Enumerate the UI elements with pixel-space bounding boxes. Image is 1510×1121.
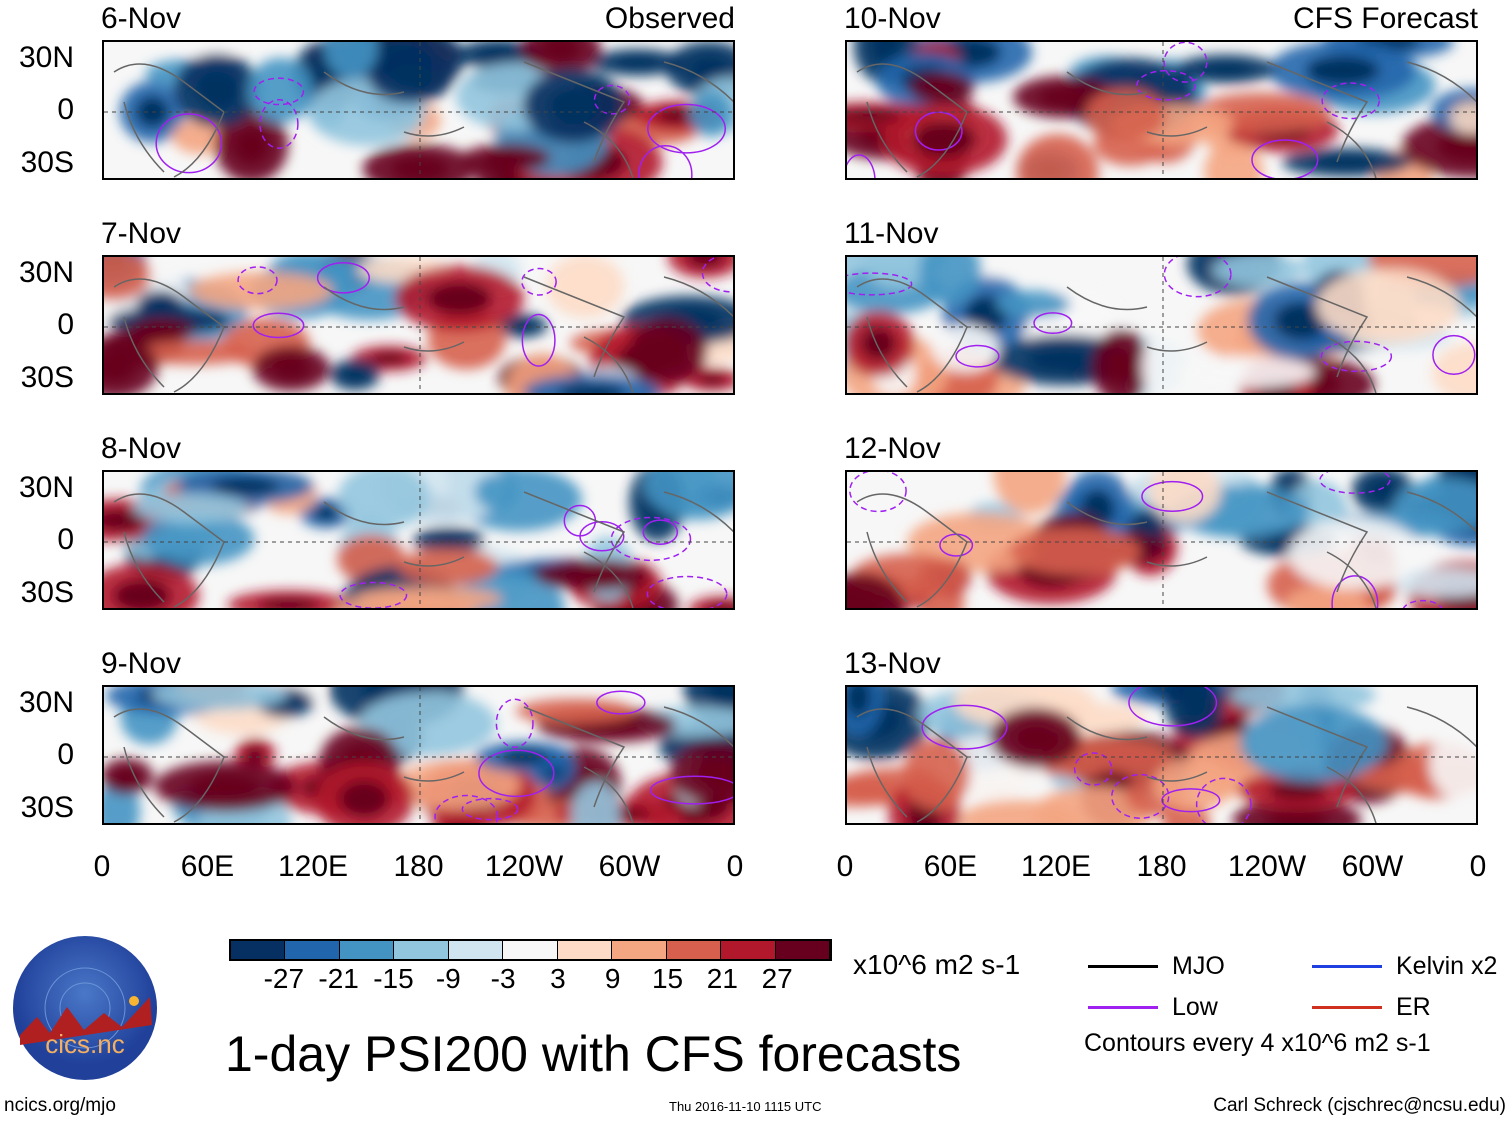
- panel-date: 12-Nov: [844, 432, 941, 465]
- colorbar-label: -21: [318, 963, 359, 994]
- colorbar-label: 27: [761, 963, 793, 994]
- colorbar-label: 3: [550, 963, 566, 994]
- lat-label: 30S: [20, 576, 74, 609]
- colorbar-label: -9: [435, 963, 461, 994]
- lat-label: 0: [57, 308, 74, 341]
- lon-label: 180: [1136, 850, 1187, 883]
- panel-date: 6-Nov: [101, 2, 182, 35]
- lon-label: 0: [726, 850, 744, 883]
- colorbar-swatch: [339, 941, 395, 959]
- lon-label: 60E: [180, 850, 235, 883]
- colorbar-swatch: [231, 941, 286, 959]
- lon-label: 0: [1469, 850, 1487, 883]
- colorbar-swatch: [721, 941, 776, 959]
- lat-label: 30N: [18, 41, 74, 74]
- colorbar-swatch: [612, 941, 667, 959]
- panel-date: 8-Nov: [101, 432, 182, 465]
- svg-text:cics.nc: cics.nc: [45, 1029, 124, 1059]
- legend-label: Kelvin x2: [1396, 952, 1498, 980]
- lon-label: 180: [393, 850, 444, 883]
- legend-line-kelvin-x2: [1312, 965, 1382, 968]
- panel-date: 13-Nov: [844, 647, 941, 680]
- map-panel: [845, 685, 1478, 825]
- lon-label: 120W: [1227, 850, 1307, 883]
- legend-line-low: [1088, 1006, 1158, 1009]
- panel-date: 7-Nov: [101, 217, 182, 250]
- lon-label: 0: [836, 850, 854, 883]
- lat-label: 0: [57, 93, 74, 126]
- colorbar-swatch: [285, 941, 340, 959]
- lat-label: 30S: [20, 146, 74, 179]
- map-panel: [102, 470, 735, 610]
- panel-date: 9-Nov: [101, 647, 182, 680]
- colorbar-units: x10^6 m2 s-1: [853, 949, 1021, 980]
- column-header: CFS Forecast: [1292, 2, 1478, 35]
- lat-label: 0: [57, 738, 74, 771]
- lon-label: 60W: [598, 850, 661, 883]
- colorbar-label: 21: [706, 963, 738, 994]
- colorbar-label: 9: [604, 963, 621, 994]
- legend-label: MJO: [1172, 952, 1225, 980]
- lon-label: 120W: [484, 850, 564, 883]
- contour-note: Contours every 4 x10^6 m2 s-1: [1084, 1029, 1431, 1057]
- cics-logo: cics.nc: [12, 935, 158, 1081]
- colorbar-label: 15: [651, 963, 684, 994]
- panel-date: 10-Nov: [844, 2, 941, 35]
- colorbar-label: -27: [263, 963, 305, 994]
- colorbar-swatch: [775, 941, 830, 959]
- lon-label: 60W: [1341, 850, 1404, 883]
- lat-label: 30S: [20, 361, 74, 394]
- legend-line-mjo: [1088, 965, 1158, 968]
- legend-line-er: [1312, 1006, 1382, 1009]
- map-panel: [102, 40, 735, 180]
- colorbar-swatch: [557, 941, 613, 959]
- map-panel: [102, 255, 735, 395]
- lon-label: 0: [93, 850, 111, 883]
- colorbar: [229, 939, 832, 961]
- legend-label: ER: [1396, 993, 1431, 1021]
- map-panel: [102, 685, 735, 825]
- colorbar-label: -15: [373, 963, 414, 994]
- lon-label: 120E: [1020, 850, 1092, 883]
- colorbar-swatch: [394, 941, 449, 959]
- footer-author: Carl Schreck (cjschrec@ncsu.edu): [1213, 1095, 1506, 1116]
- lat-label: 30N: [18, 686, 74, 719]
- colorbar-label: -3: [490, 963, 516, 994]
- figure-title: 1-day PSI200 with CFS forecasts: [225, 1026, 962, 1082]
- lat-label: 30N: [18, 256, 74, 289]
- colorbar-swatch: [448, 941, 504, 959]
- map-panel: [845, 255, 1478, 395]
- panel-date: 11-Nov: [844, 217, 939, 250]
- footer-timestamp: Thu 2016-11-10 1115 UTC: [669, 1099, 822, 1114]
- column-header: Observed: [604, 2, 735, 35]
- footer-url[interactable]: ncics.org/mjo: [4, 1095, 116, 1116]
- lat-label: 30N: [18, 471, 74, 504]
- lat-label: 30S: [20, 791, 74, 824]
- lat-label: 0: [57, 523, 74, 556]
- map-panel: [845, 470, 1478, 610]
- colorbar-swatch: [503, 941, 558, 959]
- colorbar-swatch: [666, 941, 722, 959]
- lon-label: 120E: [277, 850, 349, 883]
- lon-label: 60E: [923, 850, 978, 883]
- legend-label: Low: [1172, 993, 1218, 1021]
- map-panel: [845, 40, 1478, 180]
